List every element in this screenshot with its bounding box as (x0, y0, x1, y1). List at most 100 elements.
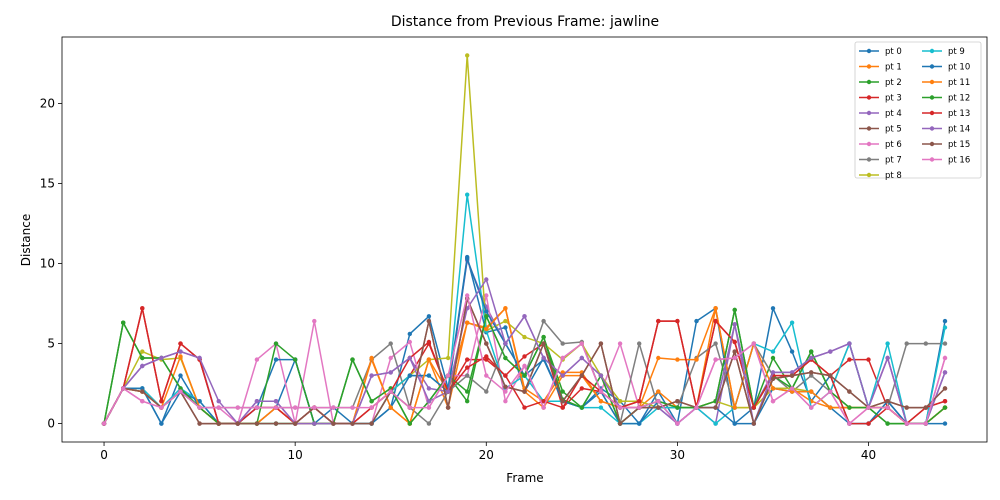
data-point (140, 363, 145, 369)
legend-label: pt 1 (885, 63, 902, 73)
data-point (273, 405, 279, 410)
data-point (254, 399, 260, 404)
data-point (465, 320, 470, 325)
legend-label: pt 6 (885, 140, 902, 150)
data-point (522, 405, 527, 410)
legend-label: pt 2 (885, 78, 902, 88)
legend-item: pt 10 (922, 63, 970, 73)
data-point (388, 389, 393, 394)
legend-swatch-marker (929, 110, 935, 116)
data-point (713, 341, 718, 346)
data-point (770, 349, 776, 354)
data-point (503, 399, 508, 404)
legend-item: pt 6 (859, 140, 902, 150)
data-point (445, 389, 451, 394)
data-point (235, 421, 240, 426)
data-point (369, 399, 374, 404)
data-point (254, 421, 260, 426)
data-point (579, 341, 584, 346)
legend-label: pt 8 (885, 171, 902, 181)
plot-area (101, 53, 948, 426)
data-point (522, 373, 527, 378)
data-point (560, 389, 565, 394)
legend-swatch-marker (929, 48, 935, 54)
legend-swatch-marker (866, 126, 872, 131)
data-point (140, 355, 145, 361)
data-point (789, 373, 795, 378)
legend-label: pt 16 (948, 156, 970, 166)
data-point (847, 389, 852, 394)
data-point (541, 318, 546, 324)
legend-box (854, 41, 982, 179)
data-point (465, 365, 470, 370)
legend-item: pt 3 (859, 94, 902, 104)
data-point (617, 399, 623, 404)
chart-title: Distance from Previous Frame: jawline (391, 14, 659, 30)
legend-label: pt 5 (885, 125, 902, 135)
legend-label: pt 4 (885, 109, 902, 119)
data-point (598, 341, 604, 346)
data-point (331, 421, 336, 426)
data-point (140, 349, 145, 354)
data-point (713, 405, 718, 410)
data-point (178, 373, 183, 378)
data-point (789, 370, 795, 375)
legend-label: pt 13 (948, 109, 970, 119)
data-point (484, 389, 489, 394)
data-point (713, 306, 718, 311)
axes: 0 10 20 30 40 0 5 10 15 20 (40, 36, 988, 462)
data-point (445, 373, 451, 378)
data-point (560, 355, 565, 361)
legend-swatch-marker (866, 141, 872, 147)
data-point (484, 341, 489, 346)
y-axis-label: Distance (19, 214, 33, 266)
data-point (809, 370, 814, 375)
data-point (159, 405, 164, 410)
legend-swatch-marker (866, 110, 872, 116)
legend-item: pt 2 (859, 78, 902, 88)
data-point (465, 53, 470, 58)
data-point (407, 339, 412, 345)
data-point (273, 399, 279, 404)
data-point (522, 334, 527, 340)
data-point (942, 421, 948, 426)
data-point (273, 341, 279, 346)
data-point (426, 314, 432, 319)
data-point (140, 399, 145, 404)
data-point (465, 256, 470, 261)
data-point (598, 399, 604, 404)
data-point (541, 341, 546, 346)
data-point (789, 320, 795, 325)
data-point (445, 355, 451, 361)
data-point (369, 373, 374, 378)
plot-frame (61, 36, 988, 443)
legend-swatch-marker (866, 48, 872, 54)
data-point (885, 355, 890, 361)
x-tick-label: 20 (479, 448, 494, 462)
data-point (904, 421, 909, 426)
legend-swatch-marker (866, 157, 872, 162)
data-point (121, 386, 126, 391)
legend-swatch-marker (929, 79, 935, 85)
data-point (273, 421, 279, 426)
data-point (312, 318, 317, 324)
legend-label: pt 7 (885, 156, 902, 166)
data-point (617, 421, 623, 426)
data-point (828, 349, 833, 354)
data-point (770, 355, 776, 361)
data-point (445, 405, 451, 410)
data-point (675, 357, 680, 362)
data-point (426, 399, 432, 404)
data-point (484, 293, 489, 298)
data-point (598, 405, 604, 410)
data-point (522, 363, 527, 369)
legend-label: pt 3 (885, 94, 902, 104)
data-point (197, 421, 202, 426)
data-point (407, 405, 412, 410)
x-tick-label: 30 (670, 448, 685, 462)
legend-item: pt 0 (859, 47, 902, 57)
data-point (617, 341, 623, 346)
data-point (178, 341, 183, 346)
